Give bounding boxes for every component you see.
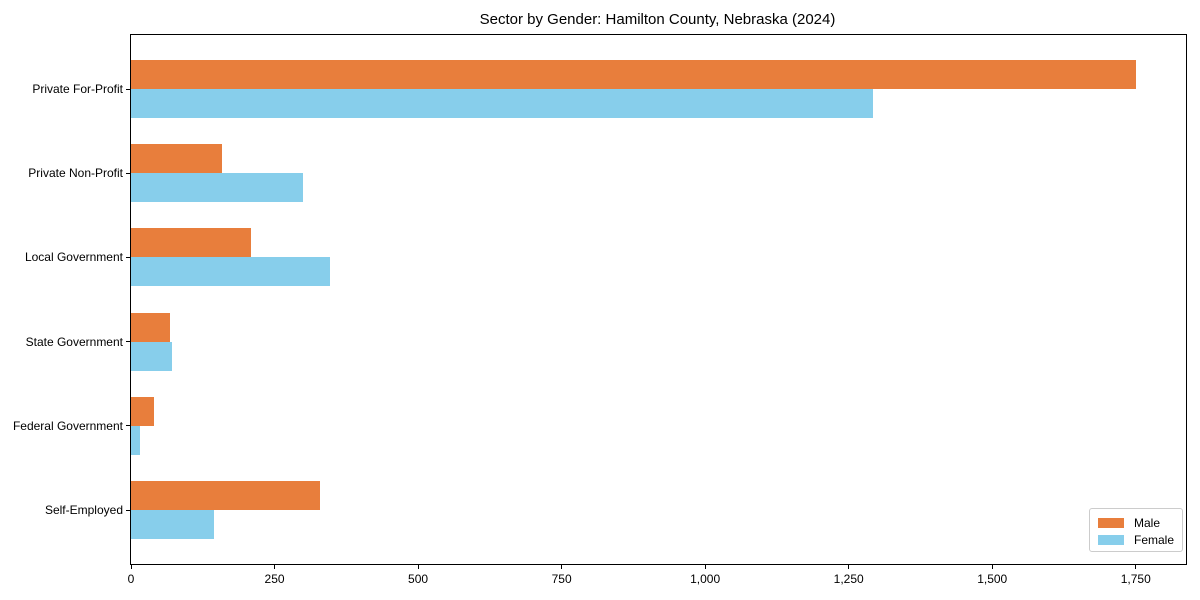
y-axis-label: State Government xyxy=(25,334,123,349)
y-axis-label: Federal Government xyxy=(12,418,123,433)
bar-male xyxy=(131,60,1136,89)
x-axis-tick xyxy=(848,564,850,569)
x-axis-label: 500 xyxy=(408,572,429,586)
y-axis-label: Local Government xyxy=(24,250,123,265)
y-axis-label: Private Non-Profit xyxy=(28,166,123,181)
bar-female xyxy=(131,510,215,539)
y-axis-tick xyxy=(126,88,131,90)
bar-male xyxy=(131,312,170,342)
x-axis-tick xyxy=(274,564,276,569)
legend-swatch-female xyxy=(1098,534,1124,545)
x-axis-tick xyxy=(561,564,563,569)
bar-male xyxy=(131,144,222,174)
legend: Male Female xyxy=(1089,508,1183,552)
bar-male xyxy=(131,228,251,258)
x-axis-label: 250 xyxy=(264,572,285,586)
y-axis-tick xyxy=(126,256,131,258)
legend-label-female: Female xyxy=(1134,532,1175,547)
x-axis-label: 750 xyxy=(551,572,572,586)
bar-female xyxy=(131,173,304,203)
x-axis-tick xyxy=(1135,564,1137,569)
bar-female xyxy=(131,89,873,118)
x-axis-tick xyxy=(130,564,132,569)
bar-male xyxy=(131,396,154,426)
y-axis-label: Self-Employed xyxy=(44,503,123,517)
bar-female xyxy=(131,257,330,287)
x-axis-tick xyxy=(991,564,993,569)
y-axis-tick xyxy=(126,341,131,343)
bar-female xyxy=(131,341,172,371)
x-axis-tick xyxy=(417,564,419,569)
x-axis-tick xyxy=(704,564,706,569)
x-axis-label: 1,000 xyxy=(690,572,721,586)
x-axis-label: 1,750 xyxy=(1120,572,1151,586)
x-axis-label: 1,500 xyxy=(977,572,1008,586)
x-axis-label: 1,250 xyxy=(833,572,864,586)
y-axis-tick xyxy=(126,509,131,511)
legend-item-male: Male xyxy=(1098,514,1174,531)
y-axis-tick xyxy=(126,425,131,427)
x-axis-label: 0 xyxy=(127,572,135,586)
bar-female xyxy=(131,425,141,455)
chart-title: Sector by Gender: Hamilton County, Nebra… xyxy=(479,11,836,28)
legend-swatch-male xyxy=(1098,517,1124,528)
legend-item-female: Female xyxy=(1098,531,1174,548)
legend-label-male: Male xyxy=(1134,515,1161,530)
bar-male xyxy=(131,481,320,510)
plot-area: Private For-Profit Private Non-Profit Loca… xyxy=(13,34,1187,586)
y-axis-tick xyxy=(126,172,131,174)
y-axis-label: Private For-Profit xyxy=(32,82,123,96)
